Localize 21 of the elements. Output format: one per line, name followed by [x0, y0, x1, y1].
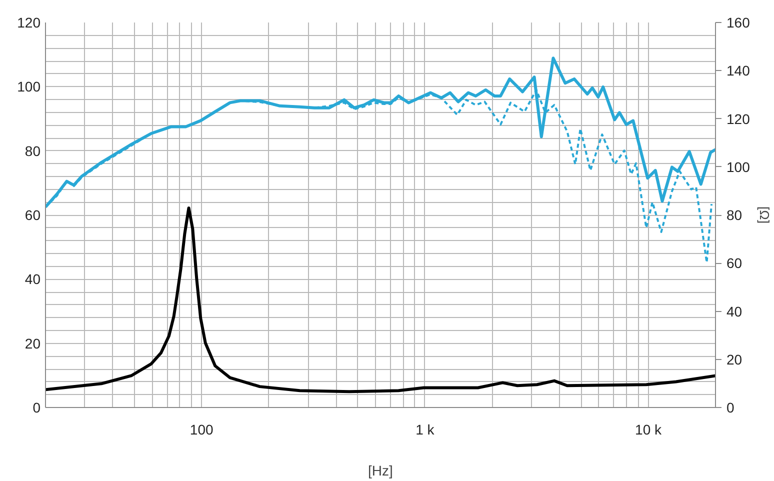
y2-tick-label: 100 — [726, 158, 750, 175]
y-tick-label: 20 — [24, 335, 41, 352]
y-tick-label: 100 — [17, 78, 41, 95]
y2-tick-label: 120 — [726, 110, 750, 127]
y2-tick-label: 0 — [726, 400, 734, 416]
y2-tick-label: 160 — [726, 14, 750, 30]
x-axis-title: [Hz] — [368, 462, 393, 478]
y2-tick-label: 40 — [726, 303, 742, 320]
y2-axis-title: [Ω] — [756, 206, 772, 224]
y-tick-label: 0 — [32, 400, 41, 416]
y2-tick-label: 140 — [726, 62, 750, 79]
y2-tick-label: 80 — [726, 207, 742, 223]
y2-tick-label: 20 — [726, 351, 742, 368]
y-tick-label: 80 — [24, 142, 41, 159]
y-tick-label: 40 — [24, 271, 41, 288]
x-tick-label: 100 — [190, 422, 214, 438]
x-tick-label: 1 k — [416, 422, 436, 438]
x-tick-label: 10 k — [635, 422, 662, 438]
y-tick-label: 120 — [17, 14, 41, 30]
y2-tick-label: 60 — [726, 255, 742, 272]
y-tick-label: 60 — [24, 207, 41, 223]
